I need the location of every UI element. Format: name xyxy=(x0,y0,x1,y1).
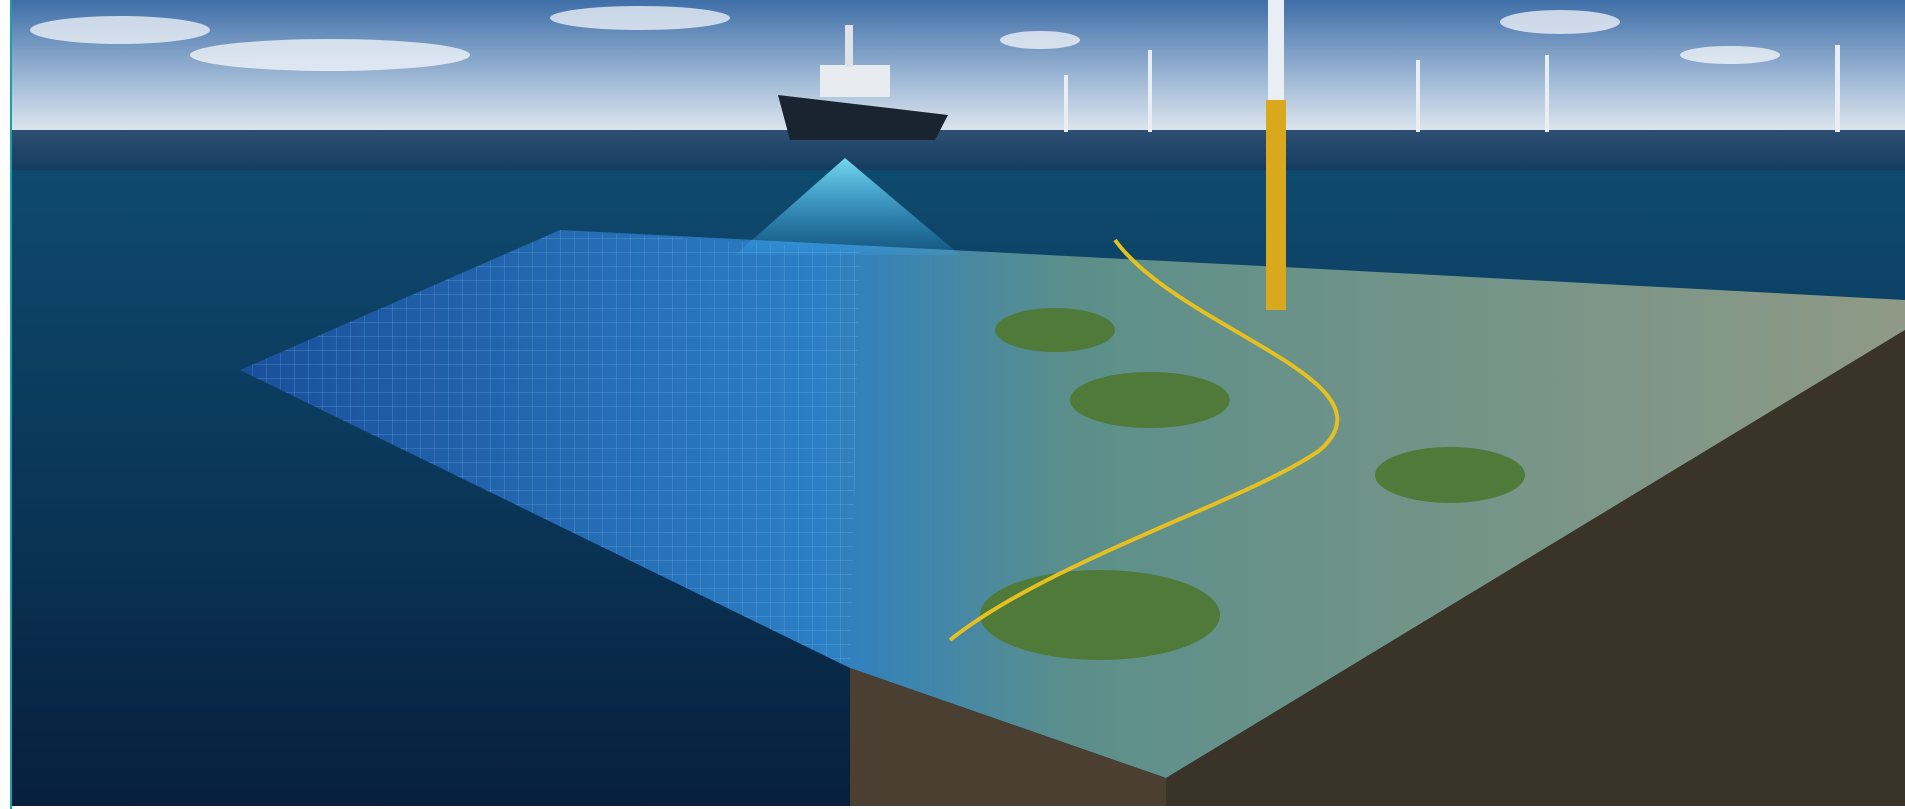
bottom-margin xyxy=(12,806,1905,809)
clouds xyxy=(30,6,1780,71)
survey-mesh xyxy=(240,230,860,668)
seabed-front xyxy=(850,668,1166,809)
ship xyxy=(778,25,948,140)
cable xyxy=(948,238,1340,642)
turbine-foundation xyxy=(1266,100,1286,310)
seabed-side xyxy=(1166,330,1905,809)
wind-turbines xyxy=(1064,45,1840,132)
seagrass xyxy=(980,308,1525,660)
left-accent-line xyxy=(10,0,12,809)
sea-surface xyxy=(12,130,1905,175)
sonar-beam xyxy=(735,158,960,255)
